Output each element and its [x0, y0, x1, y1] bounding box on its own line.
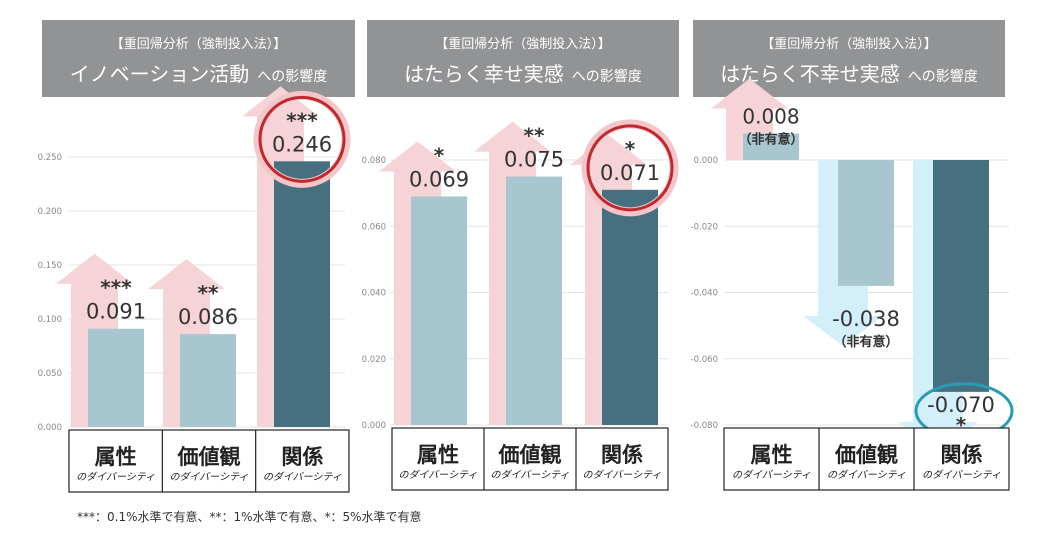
y-tick-label: 0.250	[38, 153, 62, 163]
y-tick-label: 0.100	[38, 315, 62, 325]
chart-panel-2: 【重回帰分析（強制投入法）】はたらく幸せ実感 への影響度 0.080 0.060 0.0…	[362, 20, 679, 491]
significance-label: ***	[100, 276, 132, 300]
bar	[838, 160, 894, 286]
bar	[180, 334, 236, 427]
category-sublabel: のダイバーシティ	[491, 469, 570, 481]
y-tick-label: 0.000	[694, 156, 718, 166]
category-sublabel: のダイバーシティ	[76, 471, 155, 483]
data-label: -0.038	[832, 307, 900, 331]
category-label: 属性	[95, 445, 137, 469]
chart-title-main: はたらく幸せ実感	[404, 62, 564, 86]
chart-subtitle: 【重回帰分析（強制投入法）】	[435, 36, 611, 52]
y-tick-label: 0.200	[38, 207, 62, 217]
data-label: 0.091	[86, 300, 146, 324]
category-label: 関係	[941, 443, 983, 467]
y-tick-label: 0.080	[362, 156, 386, 166]
y-tick-label: 0.040	[362, 289, 386, 299]
chart-subtitle: 【重回帰分析（強制投入法）】	[111, 36, 287, 52]
highlight-circle-glow	[581, 119, 679, 217]
bar	[933, 160, 989, 392]
chart-panel-3: 【重回帰分析（強制投入法）】はたらく不幸せ実感 への影響度0.000-0.020-…	[691, 20, 1014, 491]
y-tick-label: -0.040	[691, 289, 718, 299]
bar	[88, 328, 144, 427]
data-label: 0.086	[178, 305, 238, 329]
y-tick-label: 0.020	[362, 355, 386, 365]
bar	[411, 196, 467, 425]
category-sublabel: のダイバーシティ	[922, 469, 1001, 481]
data-label: 0.075	[504, 148, 564, 172]
y-tick-label: -0.080	[691, 421, 718, 431]
category-box	[68, 429, 350, 493]
category-sublabel: のダイバーシティ	[827, 469, 906, 481]
data-label: 0.246	[272, 132, 332, 156]
y-tick-label: 0.060	[362, 222, 386, 232]
category-sublabel: のダイバーシティ	[263, 471, 342, 483]
category-label: 関係	[601, 443, 643, 467]
category-sublabel: のダイバーシティ	[170, 471, 249, 483]
bar	[743, 133, 799, 160]
chart-header	[42, 20, 355, 97]
y-tick-label: 0.150	[38, 261, 62, 271]
chart-subtitle: 【重回帰分析（強制投入法）】	[761, 36, 937, 52]
highlight-circle	[586, 124, 674, 212]
chart-title: はたらく幸せ実感 への影響度	[404, 62, 642, 86]
category-label: 価値観	[498, 443, 562, 467]
category-sublabel: のダイバーシティ	[399, 469, 478, 481]
significance-label: *	[434, 143, 445, 167]
data-label: 0.069	[409, 167, 469, 191]
y-tick-label: 0.000	[38, 423, 62, 433]
footnote: ***：0.1%水準で有意、**：1%水準で有意、*：5%水準で有意	[77, 510, 422, 524]
data-label: 0.071	[600, 161, 660, 185]
category-label: 価値観	[177, 445, 241, 469]
significance-label: **	[198, 281, 219, 305]
data-label: -0.070	[927, 393, 995, 417]
category-sublabel: のダイバーシティ	[583, 469, 662, 481]
bar	[602, 189, 658, 425]
category-label: 属性	[417, 443, 459, 467]
category-label: 関係	[281, 445, 323, 469]
highlight-circle-glow	[253, 90, 351, 188]
data-label: 0.008	[742, 105, 799, 129]
chart-title-main: イノベーション活動	[70, 62, 250, 86]
category-label: 価値観	[834, 443, 898, 467]
significance-label: （非有意）	[738, 132, 803, 148]
chart-title-suffix: への影響度	[908, 68, 978, 85]
bar	[506, 176, 562, 425]
y-tick-label: 0.000	[362, 421, 386, 431]
chart-title: イノベーション活動 への影響度	[70, 62, 328, 86]
category-box	[723, 427, 1010, 491]
y-tick-label: 0.050	[38, 369, 62, 379]
chart-panel-1: 【重回帰分析（強制投入法）】イノベーション活動 への影響度 0.250 0.200 0.…	[38, 20, 355, 493]
chart-title-suffix: への影響度	[257, 68, 327, 85]
y-tick-label: -0.020	[691, 222, 718, 232]
significance-label: ***	[286, 108, 318, 132]
chart-title-suffix: への影響度	[572, 68, 642, 85]
chart-header	[367, 20, 679, 97]
category-label: 属性	[751, 443, 793, 467]
category-box	[391, 427, 669, 491]
significance-label: *	[625, 137, 636, 161]
category-sublabel: のダイバーシティ	[732, 469, 811, 481]
highlight-circle	[258, 95, 346, 183]
y-tick-label: -0.060	[691, 355, 718, 365]
bar	[274, 161, 330, 427]
significance-label: （非有意）	[833, 334, 898, 350]
significance-label: **	[524, 124, 545, 148]
significance-label: *	[956, 413, 967, 437]
